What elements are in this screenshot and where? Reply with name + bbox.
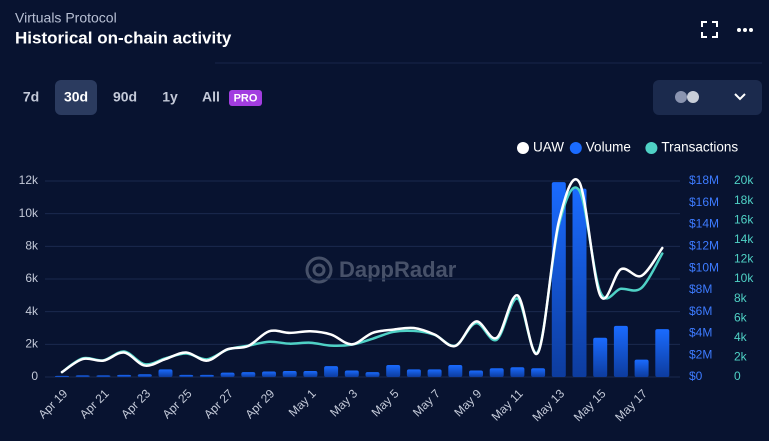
tab-selected-bg bbox=[55, 80, 97, 115]
watermark-text: DappRadar bbox=[339, 257, 457, 282]
y3ticks-label: 2k bbox=[734, 350, 748, 364]
volume-bar bbox=[220, 372, 235, 377]
legend-label: Volume bbox=[586, 140, 631, 155]
y2ticks-label: $8M bbox=[689, 282, 712, 296]
volume-bar bbox=[510, 367, 525, 377]
volume-bar bbox=[572, 188, 587, 377]
pro-badge: PRO bbox=[234, 92, 258, 104]
y3ticks-label: 14k bbox=[734, 232, 754, 246]
legend-dot bbox=[645, 142, 658, 154]
volume-bar bbox=[262, 371, 276, 377]
volume-bar bbox=[386, 365, 401, 377]
volume-bar bbox=[531, 368, 546, 377]
pro-badge-bg bbox=[229, 90, 262, 106]
y2ticks-label: $16M bbox=[689, 195, 719, 209]
volume-bar bbox=[613, 325, 628, 377]
volume-bar bbox=[241, 372, 256, 377]
y2ticks-label: $2M bbox=[689, 347, 712, 361]
title: Historical on-chain activity bbox=[15, 28, 232, 47]
volume-bar bbox=[593, 337, 608, 377]
legend-dot bbox=[517, 142, 529, 154]
volume-bar bbox=[448, 365, 463, 377]
volume-bar bbox=[117, 374, 132, 377]
volume-bar bbox=[655, 329, 670, 377]
volume-bar bbox=[158, 369, 173, 377]
expand-icon[interactable] bbox=[701, 21, 718, 38]
y2ticks-label: $0 bbox=[689, 369, 703, 383]
volume-bar bbox=[489, 368, 504, 377]
volume-bar bbox=[324, 366, 339, 377]
legend-label: Transactions bbox=[661, 140, 738, 155]
yticks-label: 0 bbox=[31, 369, 38, 383]
y3ticks-label: 20k bbox=[734, 173, 754, 187]
volume-bar bbox=[96, 375, 111, 377]
yticks-label: 8k bbox=[25, 239, 39, 253]
volume-bar bbox=[551, 182, 566, 377]
tab[interactable]: All bbox=[202, 89, 220, 105]
volume-bar bbox=[634, 359, 649, 377]
yticks-label: 12k bbox=[19, 173, 39, 187]
y2ticks-label: $18M bbox=[689, 173, 719, 187]
y2ticks-label: $14M bbox=[689, 217, 719, 231]
tab[interactable]: 7d bbox=[23, 89, 39, 105]
volume-bar bbox=[365, 372, 380, 377]
volume-bar bbox=[427, 369, 442, 377]
more-icon[interactable] bbox=[737, 28, 753, 32]
yticks-label: 2k bbox=[25, 337, 39, 351]
watermark: DappRadar bbox=[305, 256, 457, 284]
y3ticks-label: 16k bbox=[734, 212, 754, 226]
y2ticks-label: $10M bbox=[689, 260, 719, 274]
legend-item[interactable]: UAW bbox=[517, 140, 564, 155]
volume-bar bbox=[282, 371, 297, 377]
volume-bar bbox=[469, 370, 483, 377]
volume-bar bbox=[55, 375, 69, 377]
volume-bar bbox=[75, 375, 90, 377]
y3ticks-label: 10k bbox=[734, 271, 754, 285]
tab[interactable]: 1y bbox=[162, 89, 178, 105]
y3ticks-label: 6k bbox=[734, 310, 748, 324]
y2ticks-label: $4M bbox=[689, 326, 712, 340]
y3ticks-label: 4k bbox=[734, 330, 748, 344]
legend-label: UAW bbox=[533, 140, 564, 155]
volume-bar bbox=[179, 374, 194, 377]
y3ticks-label: 0 bbox=[734, 369, 741, 383]
series-line bbox=[60, 178, 664, 374]
subtitle: Virtuals Protocol bbox=[15, 10, 117, 26]
tabs: 7d 30d 90d 1y All PRO bbox=[23, 80, 262, 115]
volume-bar bbox=[406, 369, 421, 377]
legend-item[interactable]: Transactions bbox=[645, 140, 738, 155]
y3ticks-label: 18k bbox=[734, 193, 754, 207]
y2ticks-label: $6M bbox=[689, 304, 712, 318]
tab[interactable]: 30d bbox=[64, 89, 88, 105]
volume-bar bbox=[199, 374, 214, 377]
tab[interactable]: 90d bbox=[113, 89, 137, 105]
volume-bar bbox=[137, 374, 152, 377]
yticks-label: 10k bbox=[19, 206, 39, 220]
plot: 0 2k 4k 6k 8k 10k 12k $0 $2M $4M $6M $8M $10M $12M $14… bbox=[19, 140, 755, 425]
legend-dot bbox=[569, 142, 582, 154]
yticks-label: 6k bbox=[25, 271, 39, 285]
volume-bar bbox=[344, 370, 359, 377]
legend-item[interactable]: Volume bbox=[569, 140, 631, 155]
y3ticks-label: 12k bbox=[734, 252, 754, 266]
volume-bar bbox=[303, 371, 318, 377]
y3ticks-label: 8k bbox=[734, 291, 748, 305]
chain-dropdown[interactable] bbox=[653, 80, 762, 115]
y2ticks-label: $12M bbox=[689, 239, 719, 253]
yticks-label: 4k bbox=[25, 304, 39, 318]
